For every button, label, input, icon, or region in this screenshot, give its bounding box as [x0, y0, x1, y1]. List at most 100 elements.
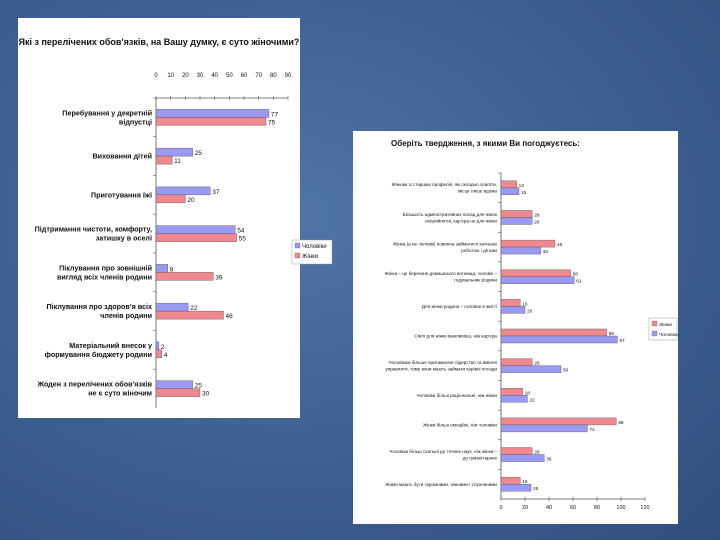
bar: [500, 210, 533, 218]
x-tick-label: 20: [522, 505, 528, 511]
bar: [155, 341, 160, 351]
data-label: 22: [529, 397, 535, 403]
bar: [500, 269, 571, 277]
bar: [155, 117, 267, 126]
data-label: 8: [170, 266, 174, 273]
bar: [155, 186, 211, 196]
bar: [500, 447, 533, 455]
x-tick-label: 0: [499, 505, 502, 511]
category-label: Піклування про зовнішній вигляд всіх член…: [57, 263, 152, 281]
data-label: 39: [215, 274, 223, 281]
data-label: 26: [534, 212, 540, 218]
x-tick-label: 80: [594, 505, 600, 511]
category-label: Жінкам зі старших професій, які складно …: [392, 181, 498, 194]
bar: [155, 272, 214, 281]
data-label: 36: [546, 457, 552, 463]
data-label: 16: [522, 479, 528, 485]
x-tick-label: 70: [255, 73, 262, 79]
category-label: Підтримання чистоти, комфорту, затишку в …: [35, 225, 152, 243]
bar: [155, 302, 189, 312]
x-tick-label: 50: [226, 73, 233, 79]
x-tick-label: 40: [546, 505, 552, 511]
category-label: Жінка – це берегиня домашнього вогнища, …: [385, 271, 498, 283]
data-label: 45: [557, 242, 563, 248]
bar: [500, 335, 618, 344]
legend-label: Чоловіки: [302, 244, 327, 250]
x-tick-label: 20: [182, 73, 189, 79]
x-tick-label: 100: [616, 505, 625, 511]
bar: [155, 155, 173, 165]
chart-title: Оберіть твердження, з якими Ви погоджуєт…: [391, 139, 580, 148]
data-label: 50: [563, 368, 569, 374]
x-tick-label: 60: [570, 505, 576, 511]
x-tick-label: 0: [154, 73, 158, 79]
category-label: Жінки більш емоційні, ніж чоловіки: [423, 422, 497, 428]
data-label: 20: [527, 308, 533, 314]
chart-panel-right: Оберіть твердження, з якими Ви погоджуєт…: [353, 131, 679, 524]
category-label: Жоден з перелічених обов'язків не є суто …: [36, 380, 152, 398]
x-tick-label: 30: [197, 73, 204, 79]
data-label: 18: [525, 390, 531, 396]
data-label: 26: [534, 361, 540, 367]
bar: [500, 483, 532, 492]
bar: [500, 299, 521, 307]
bar: [155, 349, 163, 359]
data-label: 25: [195, 383, 203, 390]
category-label: Жінка (а не чоловік) повинна займатися х…: [393, 240, 498, 253]
data-label: 4: [164, 352, 168, 359]
category-label: Більшість адміністративних посад для жін…: [403, 212, 498, 224]
data-label: 2: [161, 344, 165, 351]
bar: [500, 358, 533, 366]
data-label: 16: [522, 301, 528, 307]
bar: [155, 194, 186, 204]
x-tick-label: 90: [285, 73, 292, 79]
data-label: 26: [534, 450, 540, 456]
chart-title: Які з перелічених обов'язків, на Вашу ду…: [18, 37, 300, 47]
category-label: Чоловікам більше притаманне лідерство та…: [385, 360, 497, 372]
bar: [500, 328, 607, 337]
bar: [155, 233, 237, 242]
data-label: 54: [237, 228, 245, 235]
data-label: 97: [619, 338, 625, 344]
chart-panel-left: Які з перелічених обов'язків, на Вашу ду…: [18, 18, 333, 418]
chart-left-svg: 0 10 20 30 40 50 60 70 80 90 Перебування у декретн…: [35, 73, 333, 408]
bar: [155, 147, 193, 157]
data-label: 58: [573, 272, 579, 278]
bar: [500, 365, 562, 373]
data-label: 26: [534, 219, 540, 225]
bar: [155, 310, 224, 320]
chart-right-svg: 0 20 40 60 80 100 120 Жінкам зі старших професі…: [385, 172, 679, 511]
category-label: Сім'я для жінки важливіша, ніж кар'єра: [414, 334, 497, 339]
bar: [500, 180, 517, 189]
bar: [500, 276, 575, 284]
bar: [500, 246, 541, 255]
category-label: Чоловіки більш схильні до точних наук, н…: [389, 449, 498, 461]
bar: [500, 239, 556, 248]
bar: [500, 306, 526, 314]
data-label: 72: [589, 427, 595, 433]
category-label: Матеріальний внесок у формування бюджету …: [45, 341, 152, 359]
data-label: 11: [174, 158, 181, 165]
data-label: 22: [190, 305, 198, 312]
category-label: Приготування їжі: [91, 190, 152, 199]
category-label: Перебування у декретній відпустці: [62, 108, 152, 126]
data-label: 77: [271, 111, 279, 118]
data-label: 61: [576, 279, 582, 285]
legend-swatch: [294, 252, 301, 259]
data-label: 15: [521, 190, 527, 196]
bar: [500, 395, 528, 403]
data-label: 25: [533, 486, 539, 492]
data-label: 46: [225, 313, 233, 320]
data-label: 98: [618, 420, 624, 426]
bar: [155, 225, 236, 234]
bar: [500, 424, 588, 433]
x-tick-label: 40: [211, 73, 218, 79]
bar: [500, 476, 521, 485]
data-label: 20: [187, 197, 195, 204]
data-label: 30: [202, 391, 210, 398]
bar: [500, 454, 545, 462]
bar: [155, 380, 193, 389]
x-tick-label: 60: [241, 73, 248, 79]
legend-label: Чоловіки: [659, 332, 679, 338]
data-label: 75: [268, 119, 276, 126]
